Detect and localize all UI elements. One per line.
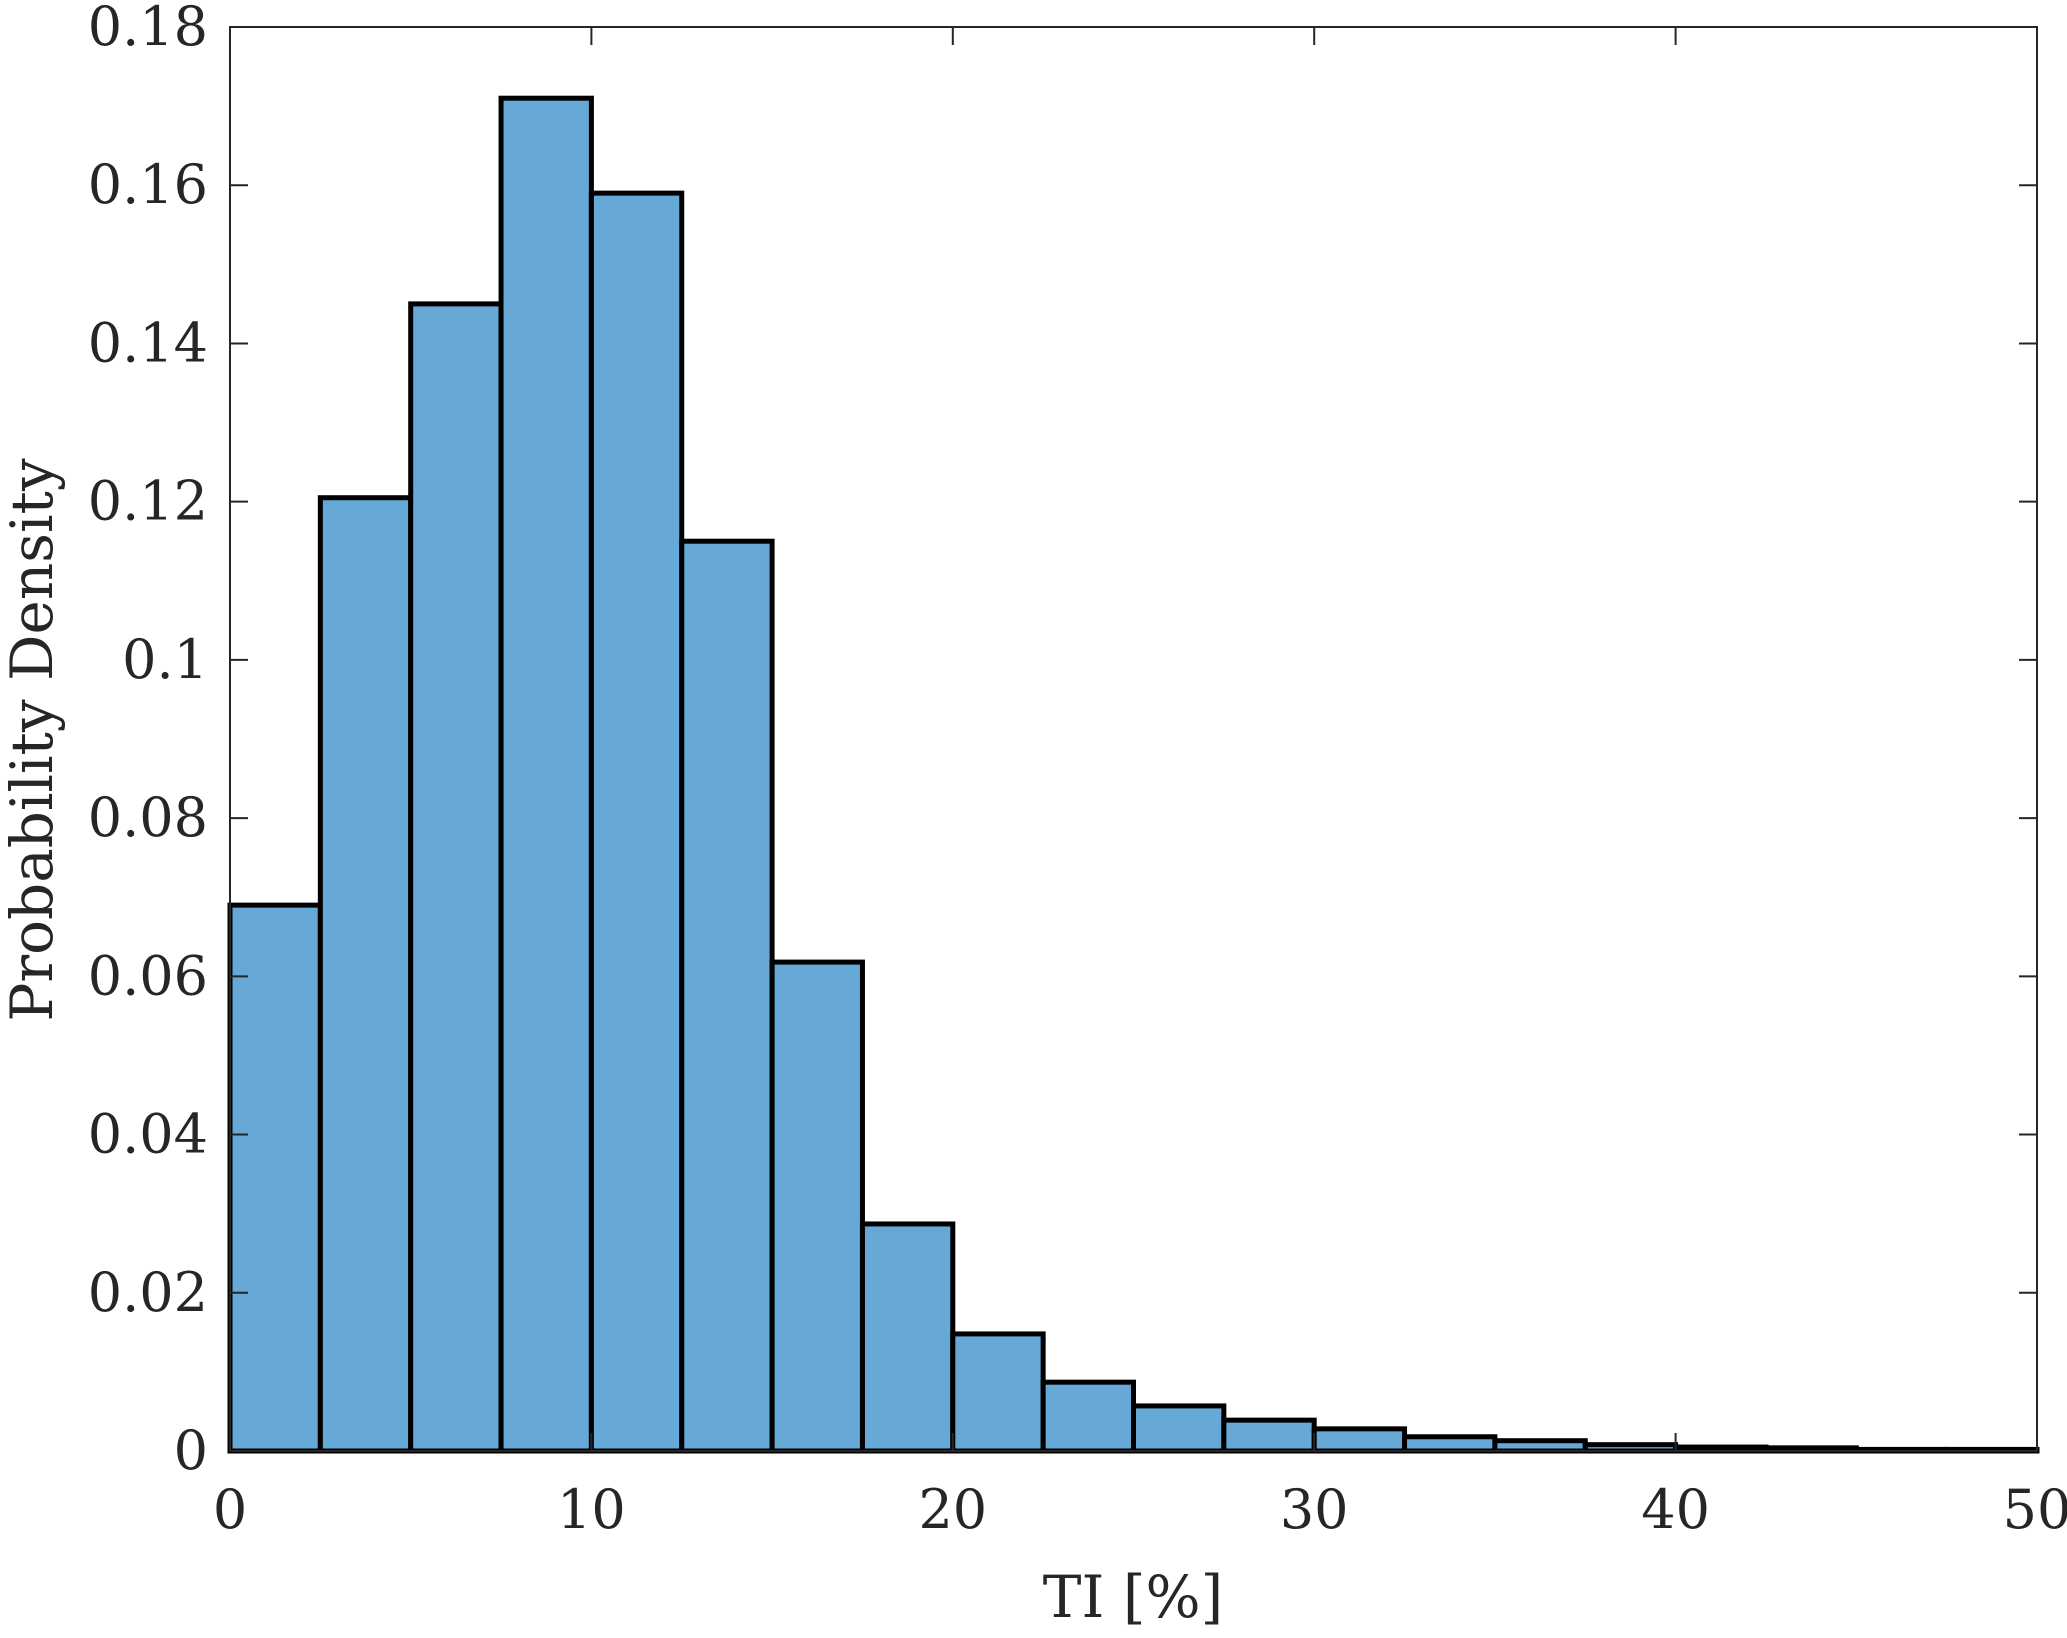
histogram-bar-8 bbox=[859, 1221, 956, 1454]
tick-labels: 0 10 20 30 40 50 0 0.02 0.04 0.06 0.08 0.1 0.12 0.14 0… bbox=[88, 0, 2067, 1541]
y-tick-label-9: 0.18 bbox=[88, 0, 208, 58]
histogram-bar-7 bbox=[769, 959, 865, 1454]
ticks bbox=[229, 26, 2038, 1452]
histogram-bar-6 bbox=[679, 538, 775, 1454]
y-tick-label-6: 0.12 bbox=[88, 470, 208, 533]
histogram-bar-3 bbox=[408, 301, 504, 1454]
y-tick-label-2: 0.04 bbox=[88, 1103, 208, 1166]
histogram-bar-9 bbox=[950, 1331, 1046, 1454]
histogram-bar-15 bbox=[1492, 1438, 1588, 1454]
histogram-bar-12 bbox=[1221, 1417, 1317, 1454]
y-tick-label-0: 0 bbox=[174, 1419, 208, 1482]
x-tick-label-1: 10 bbox=[557, 1478, 626, 1541]
histogram-bar-2 bbox=[317, 495, 414, 1454]
x-tick-label-4: 40 bbox=[1641, 1478, 1710, 1541]
y-tick-label-5: 0.1 bbox=[122, 628, 208, 691]
histogram-bar-4 bbox=[498, 95, 594, 1454]
y-tick-label-1: 0.02 bbox=[88, 1261, 208, 1324]
axes bbox=[229, 26, 2038, 1452]
histogram-bars bbox=[227, 95, 2040, 1454]
histogram-bar-11 bbox=[1131, 1403, 1227, 1454]
y-tick-label-3: 0.06 bbox=[88, 944, 208, 1007]
x-tick-label-2: 20 bbox=[918, 1478, 987, 1541]
y-tick-label-7: 0.14 bbox=[88, 311, 208, 374]
x-tick-label-3: 30 bbox=[1280, 1478, 1349, 1541]
x-tick-label-5: 50 bbox=[2003, 1478, 2067, 1541]
y-tick-label-8: 0.16 bbox=[88, 153, 208, 216]
plot-frame bbox=[229, 26, 2038, 1452]
histogram-bar-13 bbox=[1311, 1426, 1408, 1454]
histogram-bar-14 bbox=[1402, 1434, 1498, 1454]
y-tick-label-4: 0.08 bbox=[88, 786, 208, 849]
histogram-bar-5 bbox=[588, 190, 685, 1454]
x-tick-label-0: 0 bbox=[213, 1478, 247, 1541]
y-axis-title: Probability Density bbox=[0, 458, 66, 1021]
histogram-bar-10 bbox=[1040, 1379, 1137, 1454]
histogram-bar-1 bbox=[227, 902, 323, 1454]
x-axis-title: TI [%] bbox=[1043, 1563, 1223, 1631]
